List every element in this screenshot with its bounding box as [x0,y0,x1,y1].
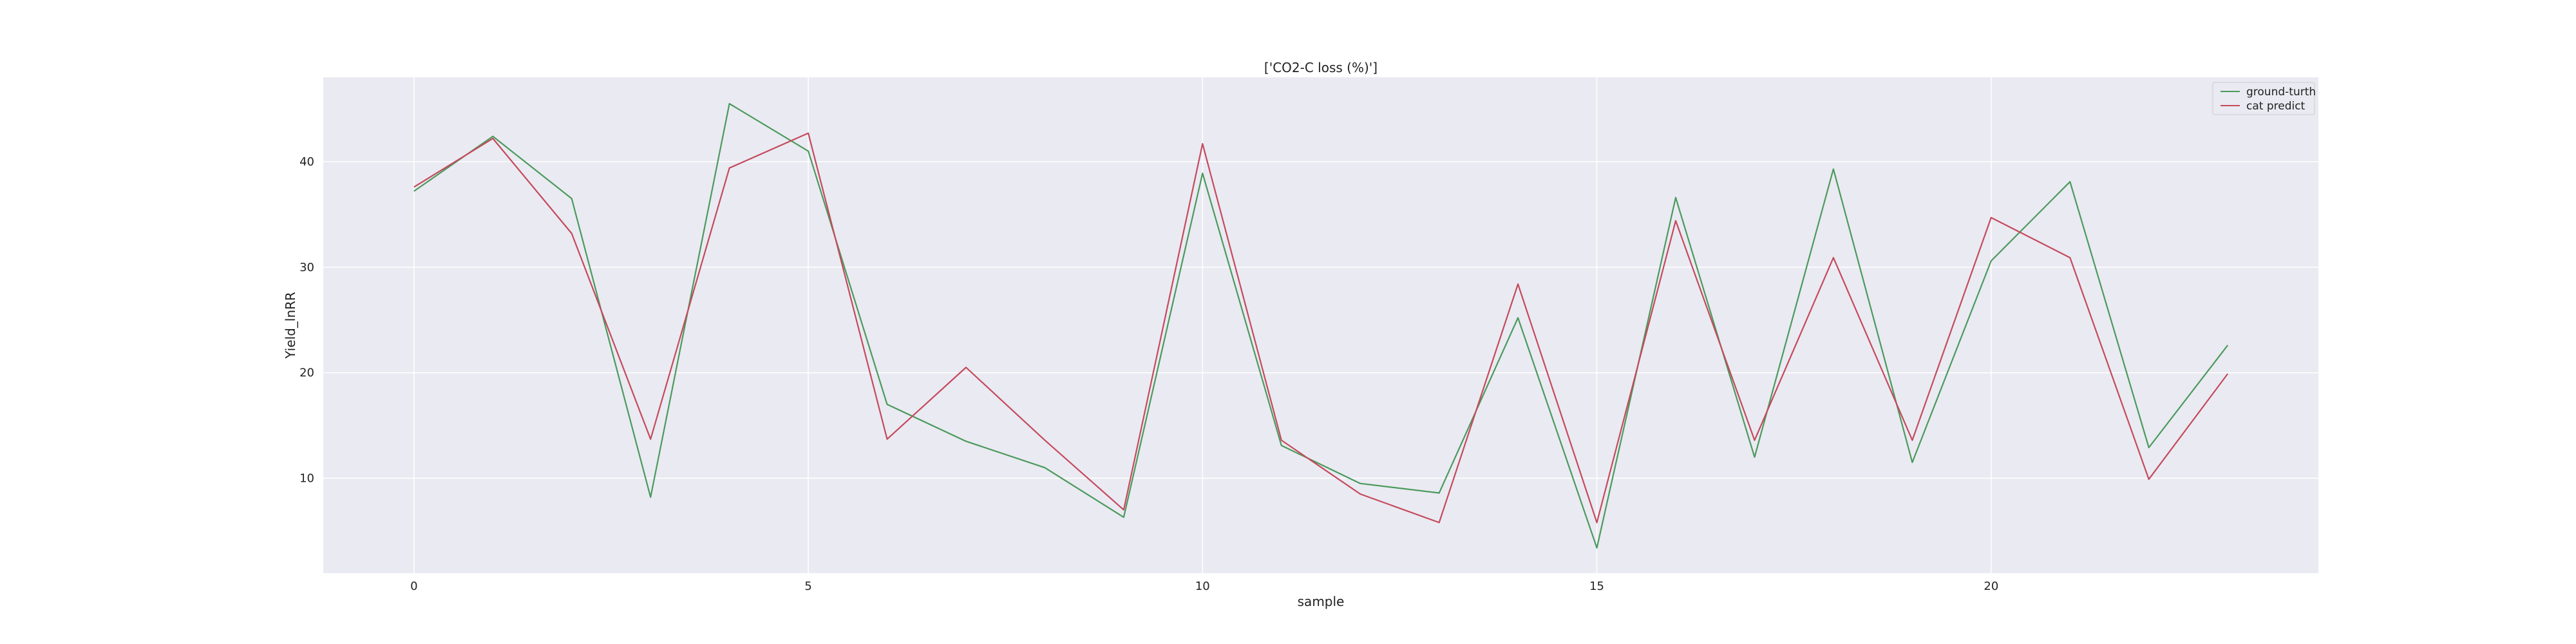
axis-ticks: 0 5 10 15 20 10 20 30 40 [299,155,1998,593]
y-tick-label: 40 [299,155,314,169]
series-line-ground-turth [413,102,2229,549]
x-tick-label: 15 [1589,580,1604,593]
y-tick-label: 20 [299,366,314,380]
y-tick-label: 30 [299,261,314,274]
grid [323,77,2318,573]
series-line-cat-predict [413,132,2229,524]
series-lines [413,102,2229,549]
x-tick-label: 10 [1195,580,1210,593]
x-tick-label: 20 [1984,580,1998,593]
x-axis-label: sample [1298,594,1345,609]
x-tick-label: 0 [410,580,417,593]
plot-area [323,77,2318,573]
legend: ground-turth cat predict [2212,82,2316,115]
legend-label-ground-turth: ground-turth [2246,86,2316,99]
x-tick-label: 5 [804,580,811,593]
legend-box [2212,82,2315,115]
y-axis-label: Yield_lnRR [283,292,298,359]
legend-label-cat-predict: cat predict [2246,100,2306,113]
y-tick-label: 10 [299,472,314,486]
chart-title: ['CO2-C loss (%)'] [1264,60,1378,75]
